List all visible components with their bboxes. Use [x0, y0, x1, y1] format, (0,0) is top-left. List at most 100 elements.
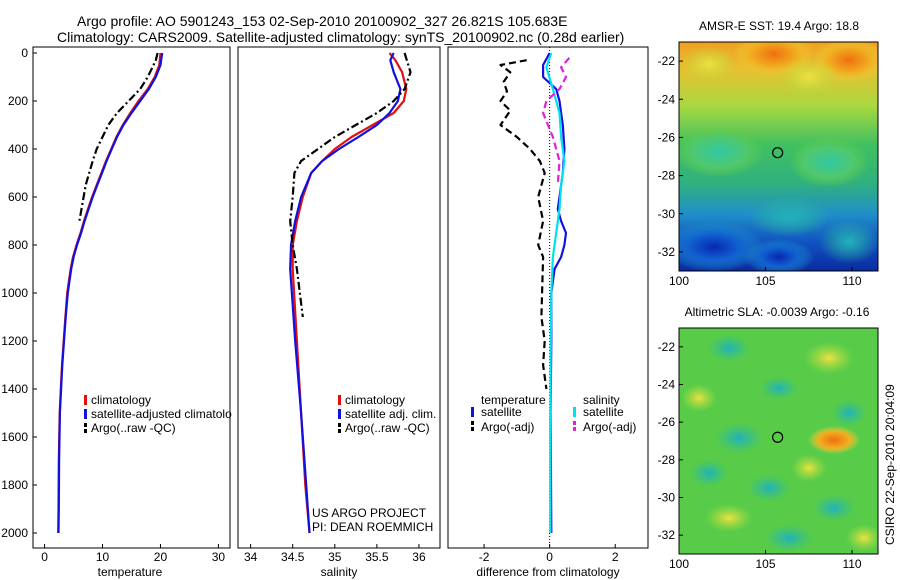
map-y-tick-label: -32 — [658, 528, 676, 542]
series-line-cyan — [545, 52, 566, 533]
y-tick-label: 1600 — [1, 430, 28, 444]
credit-line2: PI: DEAN ROEMMICH — [312, 520, 433, 534]
header-line1: Argo profile: AO 5901243_153 02-Sep-2010… — [77, 13, 567, 29]
map-x-tick-label: 100 — [669, 557, 689, 571]
map-y-tick-label: -24 — [658, 378, 676, 392]
salinity-legend: climatology satellite adj. clim. Argo(..… — [338, 393, 436, 435]
x-tick-label: 2 — [612, 550, 619, 564]
map-x-tick-label: 105 — [756, 274, 776, 288]
y-tick-label: 1200 — [1, 334, 28, 348]
legend-satellite-adjusted: satellite-adjusted climatolo — [91, 407, 232, 421]
y-tick-label: 800 — [8, 238, 28, 252]
map-x-tick-label: 100 — [669, 274, 689, 288]
difference-axes-box — [447, 46, 649, 549]
y-tick-label: 1800 — [1, 478, 28, 492]
legend-sal-satellite: satellite — [583, 405, 624, 419]
map-y-tick-label: -28 — [658, 169, 676, 183]
map-y-tick-label: -24 — [658, 92, 676, 106]
x-tick-label: 20 — [154, 550, 168, 564]
map-y-tick-label: -30 — [658, 207, 676, 221]
salinity-x-axis: 34 34.5 35 35.5 36 — [244, 544, 426, 564]
legend-salinity-title: salinity — [583, 393, 620, 407]
legend-sal-argo: Argo(-adj) — [583, 420, 636, 434]
x-tick-label: 0 — [41, 550, 48, 564]
x-tick-label: 0 — [546, 550, 553, 564]
map-y-tick-label: -22 — [658, 54, 676, 68]
series-line-black — [499, 59, 548, 390]
y-tick-label: 0 — [21, 46, 28, 60]
series-line-black — [78, 52, 159, 222]
sst-map-panel: AMSR-E SST: 19.4 Argo: 18.8 100 105 110 -22… — [658, 19, 879, 288]
y-tick-label: 1400 — [1, 382, 28, 396]
temperature-lines — [57, 52, 164, 534]
legend-climatology: climatology — [91, 393, 151, 407]
difference-x-axis: -2 0 2 — [479, 544, 619, 564]
salinity-xlabel: salinity — [321, 565, 358, 579]
sla-heatmap — [678, 327, 879, 555]
x-tick-label: 35 — [328, 550, 342, 564]
legend-temperature-title: temperature — [481, 393, 546, 407]
x-tick-label: 10 — [96, 550, 110, 564]
temperature-axes-box — [32, 46, 231, 549]
sla-map-axes: 100 105 110 -22 -24 -26 -28 -30 -32 — [658, 340, 862, 571]
map-y-tick-label: -32 — [658, 245, 676, 259]
x-tick-label: 34.5 — [281, 550, 305, 564]
legend-satellite-adj: satellite adj. clim. — [345, 407, 436, 421]
difference-lines — [499, 52, 571, 534]
series-line-red — [291, 52, 408, 534]
series-line-blue — [541, 52, 568, 534]
x-tick-label: 30 — [212, 550, 226, 564]
legend-argo-raw: Argo(..raw -QC) — [345, 421, 430, 435]
y-tick-label: 400 — [8, 142, 28, 156]
argo-location-marker — [772, 431, 784, 443]
y-tick-label: 600 — [8, 190, 28, 204]
temperature-legend: climatology satellite-adjusted climatolo… — [84, 393, 232, 435]
y-tick-label: 1000 — [1, 286, 28, 300]
x-tick-label: 35.5 — [365, 550, 389, 564]
depth-axis: 0 200 400 600 800 1000 1200 1400 1600 1800 2000 — [1, 46, 37, 540]
map-y-tick-label: -30 — [658, 491, 676, 505]
sla-map-panel: Altimetric SLA: -0.0039 Argo: -0.16 — [658, 305, 879, 571]
y-tick-label: 2000 — [1, 526, 28, 540]
temperature-panel: 0 200 400 600 800 1000 1200 1400 1600 1800 2000 0 1… — [1, 46, 232, 579]
sla-field-detail — [681, 334, 878, 552]
temperature-x-axis: 0 10 20 30 — [41, 544, 225, 564]
temperature-xlabel: temperature — [98, 565, 163, 579]
y-tick-label: 200 — [8, 94, 28, 108]
series-line-black — [289, 52, 412, 318]
legend-climatology: climatology — [345, 393, 405, 407]
map-y-tick-label: -26 — [658, 415, 676, 429]
map-y-tick-label: -26 — [658, 130, 676, 144]
difference-xlabel: difference from climatology — [476, 565, 619, 579]
x-tick-label: 34 — [244, 550, 258, 564]
sla-map-title: Altimetric SLA: -0.0039 Argo: -0.16 — [685, 305, 870, 319]
sst-heatmap — [678, 41, 879, 272]
legend-temp-argo: Argo(-adj) — [481, 420, 534, 434]
map-x-tick-label: 110 — [842, 274, 861, 288]
argo-location-marker — [772, 147, 784, 159]
x-tick-label: -2 — [479, 550, 490, 564]
salinity-lines — [289, 52, 412, 534]
map-y-tick-label: -22 — [658, 340, 676, 354]
legend-swatch-black — [84, 423, 87, 427]
salinity-panel: 34 34.5 35 35.5 36 salinity climatology sate… — [237, 46, 441, 579]
series-line-magenta — [541, 57, 571, 186]
salinity-axes-box — [237, 46, 441, 549]
x-tick-label: 36 — [412, 550, 426, 564]
legend-swatch-red — [84, 395, 87, 405]
sst-field-detail — [679, 42, 878, 271]
header-line2: Climatology: CARS2009. Satellite-adjuste… — [57, 29, 624, 45]
map-x-tick-label: 105 — [756, 557, 776, 571]
legend-argo-raw: Argo(..raw -QC) — [91, 421, 176, 435]
csiro-stamp: CSIRO 22-Sep-2010 20:04:09 — [883, 384, 897, 545]
sst-map-axes: 100 105 110 -22 -24 -26 -28 -30 -32 — [658, 54, 862, 288]
difference-panel: -2 0 2 difference from climatology tempera… — [447, 46, 649, 579]
legend-temp-satellite: satellite — [481, 405, 522, 419]
map-x-tick-label: 110 — [842, 557, 861, 571]
sst-map-title: AMSR-E SST: 19.4 Argo: 18.8 — [699, 19, 859, 33]
legend-swatch-blue — [84, 409, 87, 419]
difference-legend: temperature satellite Argo(-adj) salinit… — [471, 393, 636, 434]
series-line-blue — [289, 52, 402, 534]
credit-line1: US ARGO PROJECT — [312, 506, 427, 520]
